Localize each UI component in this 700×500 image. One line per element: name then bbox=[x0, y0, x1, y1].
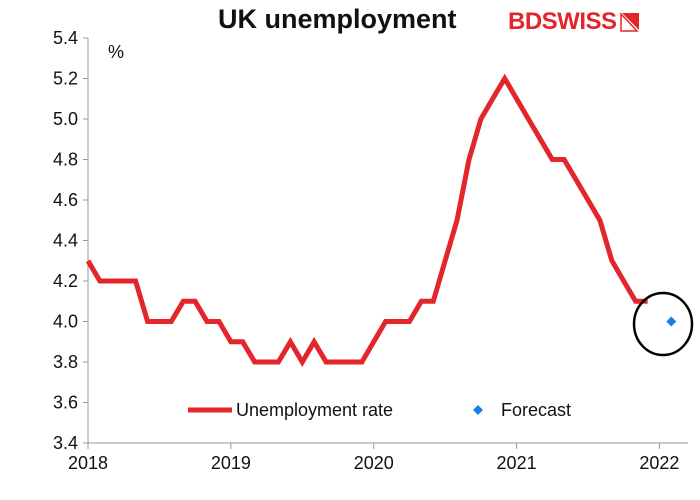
forecast-highlight-circle bbox=[632, 291, 694, 357]
x-tick-label: 2019 bbox=[211, 453, 251, 473]
logo-arrow-icon bbox=[619, 12, 639, 32]
y-tick-label: 4.6 bbox=[53, 190, 78, 210]
y-tick-label: 3.4 bbox=[53, 433, 78, 453]
logo-text-bd: BD bbox=[508, 8, 542, 35]
y-tick-label: 4.8 bbox=[53, 150, 78, 170]
y-tick-label: 4.4 bbox=[53, 231, 78, 251]
y-tick-label: 3.6 bbox=[53, 393, 78, 413]
logo-text-swiss: SWISS bbox=[541, 8, 617, 35]
y-unit-label: % bbox=[108, 42, 125, 62]
y-tick-label: 5.2 bbox=[53, 69, 78, 89]
y-tick-label: 4.2 bbox=[53, 271, 78, 291]
y-tick-label: 4.0 bbox=[53, 312, 78, 332]
x-tick-label: 2018 bbox=[68, 453, 108, 473]
legend-diamond-swatch bbox=[473, 405, 483, 415]
y-tick-label: 5.4 bbox=[53, 28, 78, 48]
chart-title: UK unemployment bbox=[218, 4, 457, 34]
legend-label-forecast: Forecast bbox=[501, 400, 571, 420]
y-tick-label: 5.0 bbox=[53, 109, 78, 129]
forecast-point bbox=[666, 316, 677, 327]
x-tick-label: 2022 bbox=[639, 453, 679, 473]
y-tick-label: 3.8 bbox=[53, 352, 78, 372]
x-tick-label: 2020 bbox=[354, 453, 394, 473]
legend-label-unemployment: Unemployment rate bbox=[236, 400, 393, 420]
x-tick-label: 2021 bbox=[497, 453, 537, 473]
unemployment-rate-line bbox=[85, 73, 648, 367]
brand-logo: BDSWISS bbox=[508, 10, 641, 34]
